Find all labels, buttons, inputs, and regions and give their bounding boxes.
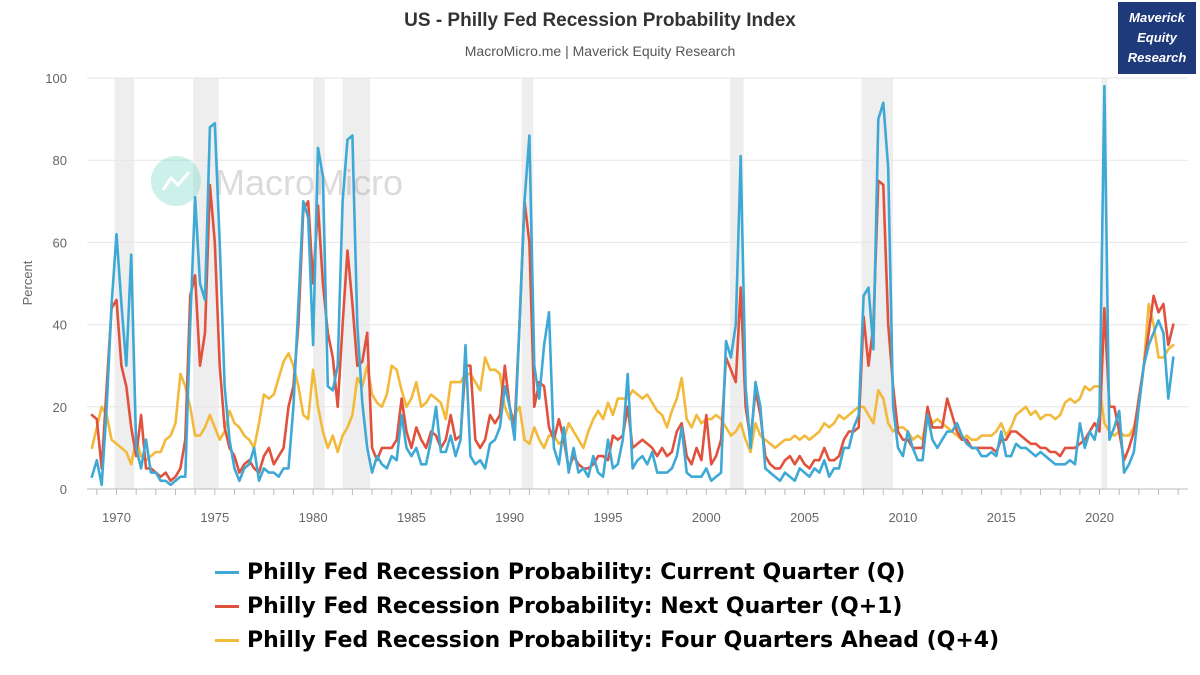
x-tick-label-9: 2015 [987, 510, 1016, 525]
x-tick-label-5: 1995 [594, 510, 623, 525]
recession-band-0 [114, 78, 135, 489]
watermark-text: MacroMicro [215, 162, 403, 203]
badge-line-2: Equity [1137, 30, 1177, 45]
y-tick-label-2: 40 [53, 318, 67, 333]
legend-swatch-next [215, 604, 239, 608]
watermark-logo-icon [151, 156, 201, 206]
x-tick-label-3: 1985 [397, 510, 426, 525]
legend-swatch-current [215, 570, 239, 574]
x-tick-label-8: 2010 [888, 510, 917, 525]
legend-item-ahead[interactable]: Philly Fed Recession Probability: Four Q… [215, 623, 999, 657]
legend-label-current: Philly Fed Recession Probability: Curren… [247, 559, 906, 585]
recession-band-4 [521, 78, 534, 489]
y-axis-label: Percent [20, 260, 35, 305]
x-tick-label-10: 2020 [1085, 510, 1114, 525]
y-tick-label-1: 20 [53, 400, 67, 415]
grid-lines [87, 77, 1188, 408]
badge-line-1: Maverick [1129, 10, 1185, 25]
y-tick-label-5: 100 [45, 71, 67, 86]
series-line-current [90, 84, 1175, 487]
series-lines [90, 84, 1175, 487]
legend-label-ahead: Philly Fed Recession Probability: Four Q… [247, 627, 1000, 653]
recession-bands [114, 78, 1108, 489]
badge-line-3: Research [1127, 50, 1187, 65]
x-tick-label-6: 2000 [692, 510, 721, 525]
maverick-badge: Maverick Equity Research [1118, 2, 1196, 74]
recession-band-7 [1101, 78, 1108, 489]
watermark-logo-stroke [161, 171, 191, 191]
x-tick-label-1: 1975 [200, 510, 229, 525]
x-tick-label-4: 1990 [495, 510, 524, 525]
y-tick-label-4: 80 [53, 153, 67, 168]
legend: Philly Fed Recession Probability: Curren… [215, 555, 999, 657]
chart-title: US - Philly Fed Recession Probability In… [404, 10, 796, 31]
x-tick-label-7: 2005 [790, 510, 819, 525]
series-line-ahead [90, 302, 1175, 466]
legend-label-next: Philly Fed Recession Probability: Next Q… [247, 593, 903, 619]
y-tick-label-0: 0 [60, 482, 67, 497]
legend-swatch-ahead [215, 638, 239, 642]
x-tick-label-0: 1970 [102, 510, 131, 525]
recession-probability-chart: MacroMicro 0 20 40 60 80 100 1970 1975 1980 1985 1… [20, 71, 1188, 525]
y-tick-label-3: 60 [53, 235, 67, 250]
legend-item-current[interactable]: Philly Fed Recession Probability: Curren… [215, 555, 999, 589]
legend-item-next[interactable]: Philly Fed Recession Probability: Next Q… [215, 589, 999, 623]
macromicro-watermark: MacroMicro [151, 156, 403, 206]
axes: 0 20 40 60 80 100 1970 1975 1980 1985 1990 1995 2000… [45, 71, 1188, 525]
x-tick-label-2: 1980 [299, 510, 328, 525]
recession-band-2 [313, 78, 325, 489]
series-line-next [90, 179, 1175, 483]
chart-subtitle: MacroMicro.me | Maverick Equity Research [464, 43, 736, 59]
